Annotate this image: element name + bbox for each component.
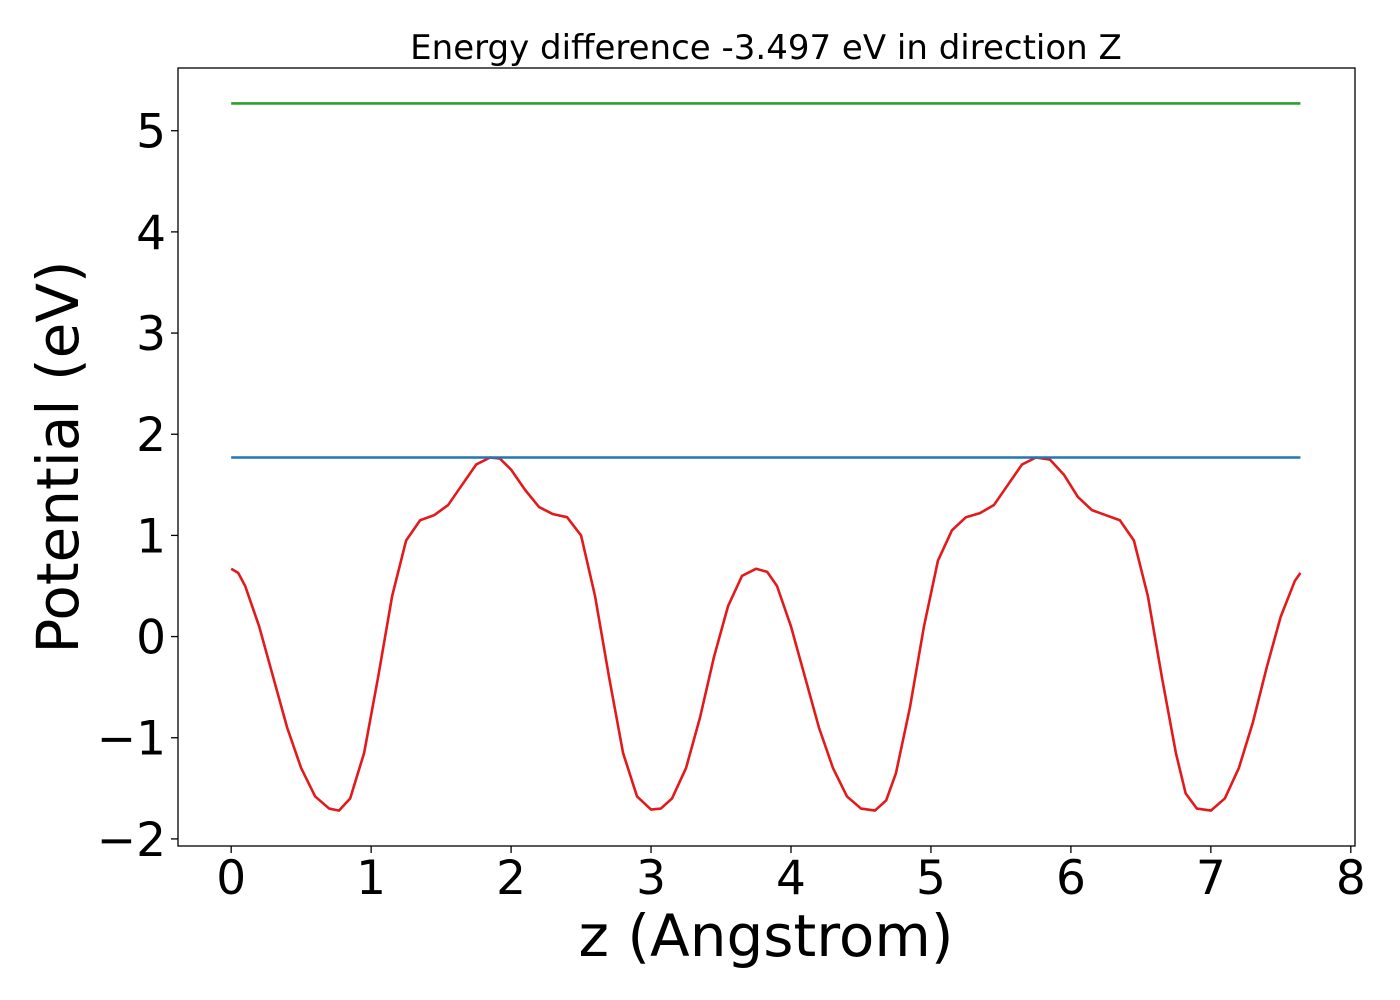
series-layer [230,102,1302,812]
x-tick-label: 3 [636,851,666,906]
x-tick-label: 2 [496,851,526,906]
y-tick-label: 1 [136,509,166,564]
y-axis-ticks: −2 −1 0 1 2 3 4 5 [97,105,178,868]
y-axis-label: Potential (eV) [24,260,92,653]
x-tick-label: 5 [916,851,946,906]
x-tick-label: 0 [216,851,246,906]
y-tick-label: 5 [136,105,166,160]
x-tick-label: 4 [776,851,806,906]
y-tick-label: 4 [136,206,166,261]
chart-title: Energy difference -3.497 eV in direction… [410,28,1122,68]
plot-frame [177,67,1356,847]
y-tick-label: 3 [136,307,166,362]
y-tick-label: 2 [136,408,166,463]
x-tick-label: 1 [356,851,386,906]
x-axis-ticks: 0 1 2 3 4 5 6 7 8 [216,846,1366,906]
x-tick-label: 8 [1336,851,1366,906]
y-tick-label: −2 [97,813,166,868]
y-tick-label: −1 [97,712,166,767]
x-axis-label: z (Angstrom) [579,902,954,970]
series-line-1 [230,456,1302,812]
x-tick-label: 6 [1056,851,1086,906]
y-tick-label: 0 [136,611,166,666]
x-tick-label: 7 [1196,851,1226,906]
